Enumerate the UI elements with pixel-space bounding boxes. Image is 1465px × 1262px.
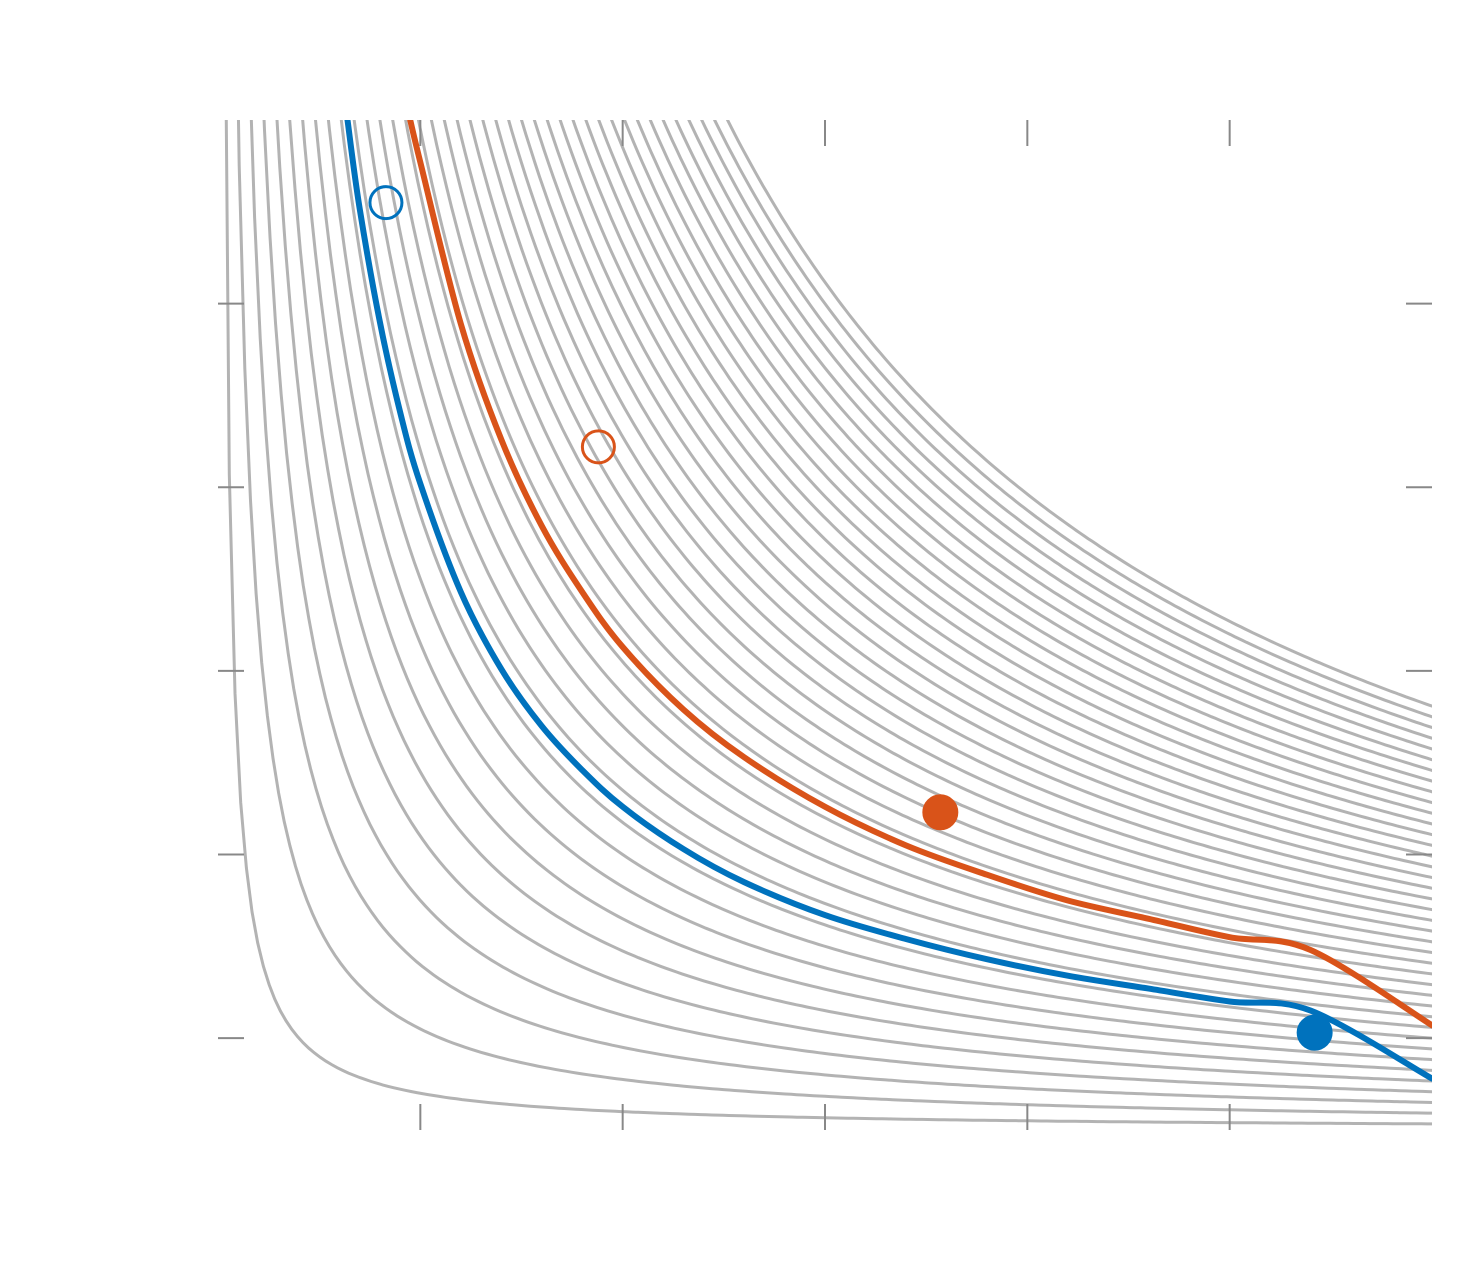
series-line-1: [344, 120, 1432, 1082]
series-group: [344, 120, 1432, 1082]
contour-line: [378, 120, 1432, 997]
contour-line: [597, 120, 1432, 815]
contour-line: [404, 120, 1432, 976]
contour-line: [391, 120, 1432, 987]
contour-line: [262, 120, 1432, 1094]
contour-line: [288, 120, 1432, 1072]
contour-line: [236, 120, 1432, 1115]
contour-line: [313, 120, 1432, 1051]
contour-line: [712, 120, 1432, 719]
contour-line: [339, 120, 1432, 1029]
series-line-2: [407, 120, 1432, 1029]
markers-group: [368, 185, 1333, 1051]
contour-line: [648, 120, 1432, 772]
open-marker: [580, 429, 616, 465]
contour-line: [494, 120, 1432, 901]
contour-line: [455, 120, 1432, 933]
contour-line: [326, 120, 1432, 1040]
contour-line: [622, 120, 1432, 794]
contour-line: [725, 120, 1432, 708]
axis-ticks: [218, 120, 1432, 1130]
contour-line: [481, 120, 1432, 912]
contour-line: [584, 120, 1432, 826]
contour-line: [224, 120, 1432, 1126]
contour-line: [468, 120, 1432, 922]
contour-line: [635, 120, 1432, 783]
contour-line: [558, 120, 1432, 847]
contour-line: [249, 120, 1432, 1104]
filled-marker: [922, 794, 959, 831]
contour-line: [365, 120, 1432, 1008]
contour-line: [275, 120, 1432, 1083]
contour-line: [661, 120, 1432, 762]
contour-line: [609, 120, 1432, 805]
contour-line: [674, 120, 1432, 751]
contour-line: [429, 120, 1432, 955]
contour-lines: [224, 120, 1432, 1126]
contour-line: [545, 120, 1432, 858]
contour-line: [571, 120, 1432, 837]
contour-line: [687, 120, 1432, 740]
contour-line: [301, 120, 1432, 1062]
contour-line: [507, 120, 1432, 890]
filled-marker: [1296, 1014, 1333, 1051]
contour-line: [532, 120, 1432, 869]
contour-line: [519, 120, 1432, 880]
open-marker: [368, 185, 404, 221]
contour-line: [700, 120, 1432, 730]
